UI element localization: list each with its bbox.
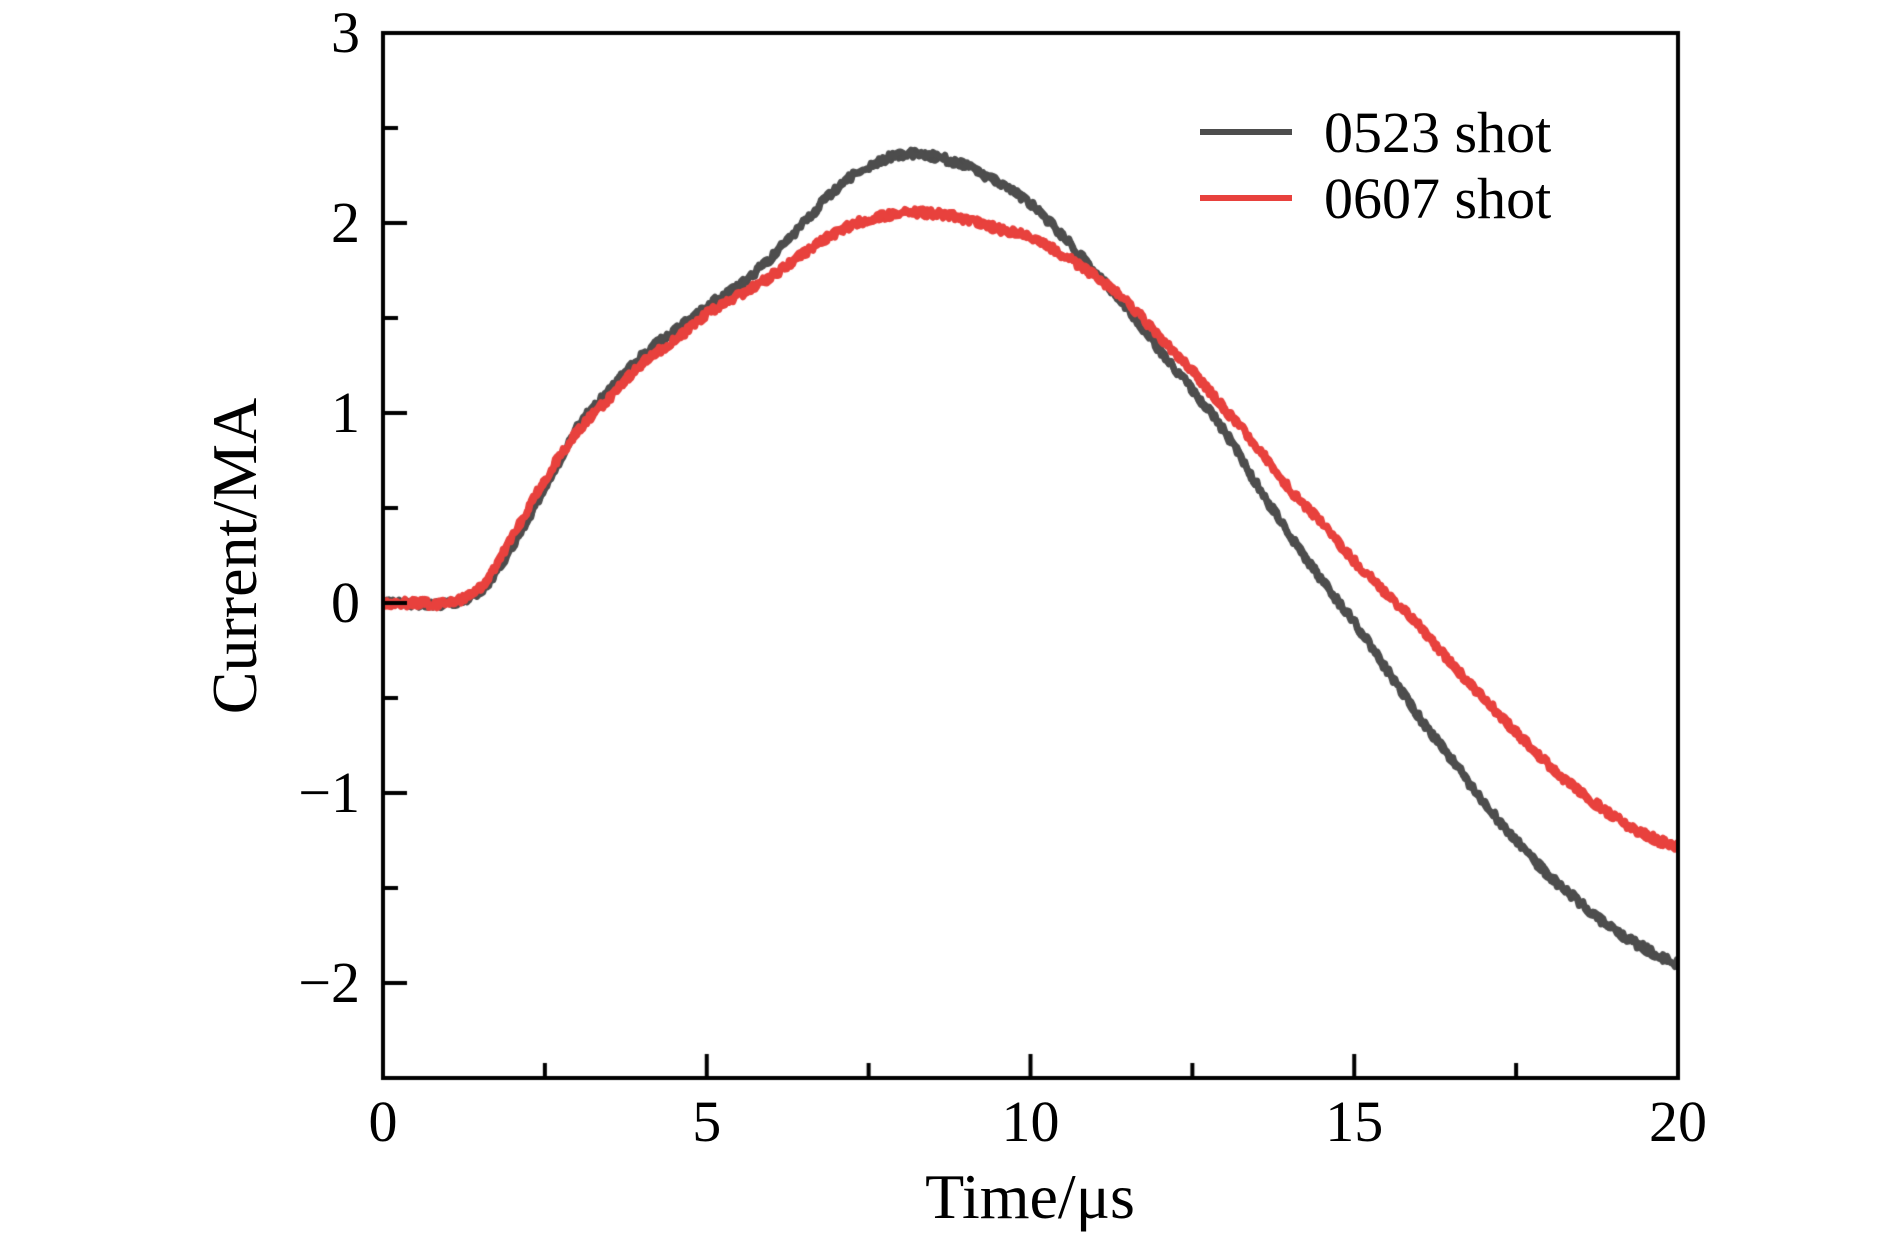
x-tick-label: 20 xyxy=(1649,1089,1707,1154)
legend-item: 0523 shot xyxy=(1200,100,1551,165)
legend-item: 0607 shot xyxy=(1200,166,1551,231)
x-tick-label: 5 xyxy=(692,1089,722,1154)
legend-label: 0607 shot xyxy=(1324,165,1552,231)
y-tick-label: 0 xyxy=(331,570,360,635)
legend-line-0523 xyxy=(1200,129,1292,135)
y-tick-label: 2 xyxy=(331,190,360,255)
y-tick-label: 3 xyxy=(331,0,360,65)
legend: 0523 shot 0607 shot xyxy=(1200,100,1551,231)
legend-line-0607 xyxy=(1200,195,1292,201)
x-axis-title: Time/μs xyxy=(925,1161,1135,1232)
legend-label: 0523 shot xyxy=(1324,99,1552,165)
x-tick-label: 15 xyxy=(1325,1089,1384,1154)
x-tick-label: 0 xyxy=(368,1089,398,1154)
y-tick-label: −1 xyxy=(298,760,360,825)
x-tick-label: 10 xyxy=(1001,1089,1060,1154)
y-tick-label: −2 xyxy=(298,950,360,1015)
y-tick-label: 1 xyxy=(331,380,360,445)
